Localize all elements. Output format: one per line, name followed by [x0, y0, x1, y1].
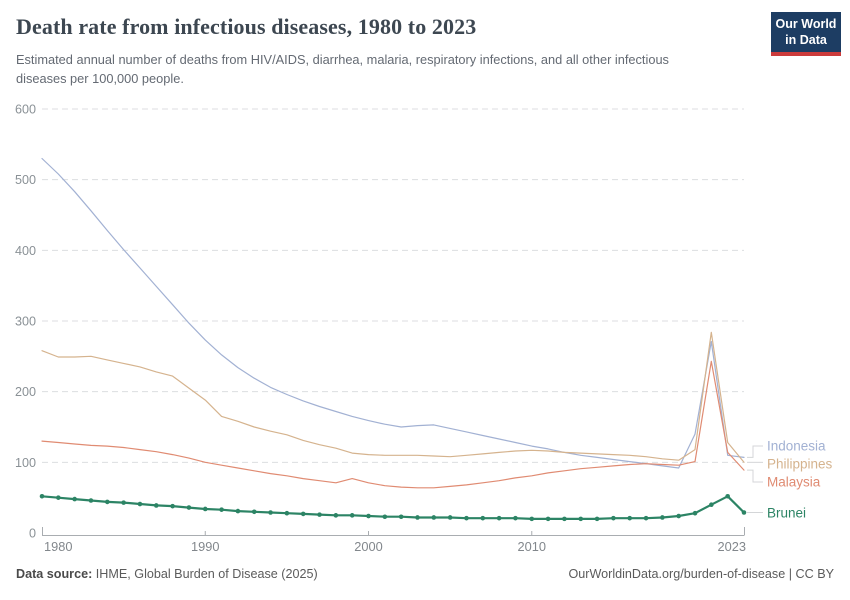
data-point-brunei	[513, 515, 518, 521]
data-source-text: IHME, Global Burden of Disease (2025)	[92, 567, 318, 581]
data-point-brunei	[251, 509, 257, 515]
data-point-brunei	[529, 516, 535, 522]
legend-connector-malaysia	[747, 469, 763, 483]
legend-label-philippines[interactable]: Philippines	[767, 457, 833, 472]
data-point-brunei	[676, 513, 681, 519]
data-point-brunei	[643, 515, 649, 521]
data-point-brunei	[121, 500, 126, 505]
data-point-brunei	[72, 496, 77, 502]
data-point-brunei	[627, 515, 633, 521]
data-point-brunei	[431, 515, 437, 520]
legend-label-malaysia[interactable]: Malaysia	[767, 475, 821, 490]
data-point-brunei	[382, 514, 388, 520]
chart-line-philippines[interactable]	[41, 331, 745, 463]
x-axis-tick-label: 1980	[44, 539, 72, 554]
data-point-brunei	[366, 513, 371, 519]
legend-label-indonesia[interactable]: Indonesia	[767, 439, 826, 454]
data-point-brunei	[545, 516, 551, 522]
data-point-brunei	[235, 508, 241, 514]
data-point-brunei	[480, 515, 486, 521]
owid-logo[interactable]: Our World in Data	[771, 12, 841, 57]
data-point-brunei	[464, 515, 469, 521]
data-point-brunei	[88, 498, 94, 503]
chart-footer: Data source: IHME, Global Burden of Dise…	[16, 567, 834, 581]
chart-title: Death rate from infectious diseases, 198…	[16, 14, 477, 39]
line-chart-canvas: 0 100 200 300 400 500 600 1980 1990 2000 2010 2023 I…	[15, 103, 833, 555]
attribution-link[interactable]: OurWorldinData.org/burden-of-disease | C…	[568, 567, 834, 581]
data-point-brunei	[578, 516, 584, 522]
data-point-brunei	[186, 505, 192, 510]
data-point-brunei	[202, 506, 208, 512]
chart-subtitle: Estimated annual number of deaths from H…	[16, 52, 669, 86]
data-point-brunei	[741, 510, 747, 515]
data-point-brunei	[137, 501, 143, 507]
data-point-brunei	[660, 515, 665, 520]
x-axis-tick-label: 1990	[191, 539, 219, 554]
x-axis-tick-label: 2023	[718, 539, 746, 554]
data-source-label: Data source:	[16, 567, 93, 581]
owid-logo-line2: in Data	[785, 32, 827, 47]
y-axis-tick-label: 0	[29, 527, 36, 541]
y-axis-tick-label: 200	[15, 385, 36, 399]
y-axis-tick-label: 500	[15, 173, 36, 187]
x-axis-tick-label: 2010	[518, 539, 546, 554]
chart-line-indonesia[interactable]	[41, 157, 745, 469]
data-point-brunei	[219, 507, 224, 512]
data-point-brunei	[317, 512, 322, 517]
data-point-brunei	[398, 514, 404, 520]
y-axis-tick-label: 600	[15, 103, 36, 117]
data-point-brunei	[153, 503, 159, 508]
data-point-brunei	[39, 493, 45, 499]
data-point-brunei	[709, 502, 714, 508]
data-point-brunei	[594, 516, 600, 522]
data-point-brunei	[333, 513, 339, 518]
data-point-brunei	[725, 493, 730, 499]
y-axis-tick-label: 100	[15, 456, 36, 470]
data-point-brunei	[447, 515, 453, 520]
data-point-brunei	[300, 511, 306, 517]
data-point-brunei	[268, 510, 273, 515]
y-axis-tick-label: 300	[15, 315, 36, 329]
data-point-brunei	[56, 495, 61, 500]
y-axis-tick-label: 400	[15, 244, 36, 258]
data-point-brunei	[349, 513, 355, 518]
owid-logo-line1: Our World	[775, 17, 837, 31]
chart-line-brunei[interactable]	[40, 495, 746, 521]
data-point-brunei	[105, 499, 110, 505]
x-axis-tick-label: 2000	[354, 539, 382, 554]
data-point-brunei	[415, 515, 420, 520]
data-point-brunei	[170, 503, 175, 509]
chart-line-malaysia[interactable]	[41, 360, 745, 489]
data-point-brunei	[562, 516, 567, 522]
data-source: Data source: IHME, Global Burden of Dise…	[16, 567, 318, 581]
legend-connector-indonesia	[747, 445, 763, 458]
data-point-brunei	[496, 515, 502, 521]
data-point-brunei	[692, 510, 698, 516]
data-point-brunei	[284, 510, 290, 516]
legend-label-brunei[interactable]: Brunei	[767, 506, 806, 521]
data-point-brunei	[611, 515, 616, 521]
